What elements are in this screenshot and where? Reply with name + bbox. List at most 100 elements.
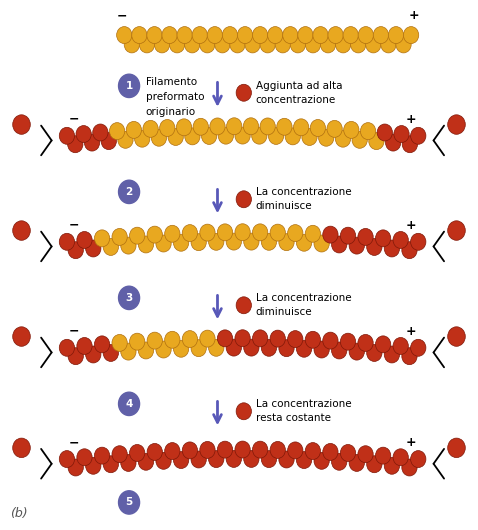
Circle shape: [279, 340, 294, 357]
Circle shape: [117, 26, 132, 43]
Circle shape: [208, 339, 224, 356]
Circle shape: [95, 336, 110, 353]
Text: diminuisce: diminuisce: [256, 201, 312, 211]
Circle shape: [343, 26, 358, 43]
Circle shape: [302, 128, 317, 145]
Circle shape: [68, 242, 83, 259]
Circle shape: [243, 118, 259, 135]
Circle shape: [200, 224, 215, 241]
Circle shape: [95, 230, 110, 247]
Circle shape: [252, 330, 268, 347]
Circle shape: [332, 453, 347, 470]
Text: +: +: [406, 325, 416, 338]
Circle shape: [13, 438, 30, 457]
Circle shape: [384, 457, 400, 474]
Circle shape: [130, 333, 145, 350]
Circle shape: [124, 36, 140, 53]
Circle shape: [164, 225, 180, 242]
Circle shape: [318, 129, 334, 146]
Circle shape: [402, 242, 417, 259]
Text: La concentrazione: La concentrazione: [256, 400, 351, 409]
Circle shape: [130, 445, 145, 462]
Circle shape: [270, 330, 285, 347]
Circle shape: [411, 339, 426, 356]
Circle shape: [238, 26, 253, 43]
Text: (b): (b): [10, 507, 27, 520]
Circle shape: [305, 225, 320, 242]
Circle shape: [305, 443, 320, 460]
Circle shape: [215, 36, 230, 53]
Circle shape: [244, 450, 259, 467]
Circle shape: [118, 131, 133, 148]
Circle shape: [448, 327, 465, 346]
Circle shape: [103, 344, 119, 361]
Text: La concentrazione: La concentrazione: [256, 188, 351, 197]
Circle shape: [139, 36, 154, 53]
Circle shape: [126, 121, 141, 138]
Circle shape: [174, 452, 189, 469]
Circle shape: [369, 132, 384, 149]
Circle shape: [344, 121, 359, 138]
Circle shape: [314, 452, 329, 469]
Circle shape: [200, 330, 215, 347]
Circle shape: [448, 115, 465, 134]
Circle shape: [373, 26, 389, 43]
Circle shape: [296, 340, 312, 357]
Circle shape: [59, 450, 75, 467]
Circle shape: [270, 224, 285, 241]
Circle shape: [121, 454, 136, 471]
Circle shape: [86, 346, 101, 363]
Circle shape: [305, 36, 321, 53]
Circle shape: [59, 127, 75, 144]
Text: −: −: [117, 10, 127, 22]
Circle shape: [411, 450, 426, 467]
Circle shape: [119, 74, 140, 98]
Circle shape: [147, 226, 163, 243]
Circle shape: [251, 127, 267, 144]
Circle shape: [290, 36, 305, 53]
Circle shape: [119, 180, 140, 204]
Circle shape: [260, 36, 275, 53]
Circle shape: [192, 26, 207, 43]
Circle shape: [393, 232, 408, 249]
Circle shape: [270, 441, 285, 458]
Circle shape: [393, 449, 408, 466]
Circle shape: [217, 224, 233, 241]
Circle shape: [367, 238, 382, 255]
Circle shape: [252, 26, 268, 43]
Circle shape: [282, 26, 298, 43]
Circle shape: [275, 36, 291, 53]
Circle shape: [227, 118, 242, 135]
Circle shape: [448, 438, 465, 457]
Circle shape: [349, 454, 364, 471]
Circle shape: [340, 445, 356, 462]
Circle shape: [68, 459, 83, 476]
Circle shape: [268, 127, 283, 144]
Circle shape: [13, 115, 30, 134]
Circle shape: [208, 450, 224, 467]
Circle shape: [77, 232, 92, 249]
Circle shape: [119, 491, 140, 514]
Circle shape: [226, 233, 241, 250]
Circle shape: [448, 221, 465, 240]
Circle shape: [112, 334, 127, 351]
Circle shape: [384, 346, 400, 363]
Circle shape: [147, 444, 163, 461]
Circle shape: [59, 339, 75, 356]
Text: resta costante: resta costante: [256, 413, 331, 423]
Circle shape: [310, 120, 326, 137]
Circle shape: [208, 233, 224, 250]
Circle shape: [349, 343, 364, 360]
Circle shape: [164, 443, 180, 460]
Circle shape: [293, 119, 309, 136]
Circle shape: [384, 240, 400, 257]
Text: Aggiunta ad alta: Aggiunta ad alta: [256, 81, 342, 91]
Circle shape: [261, 339, 277, 356]
Text: −: −: [69, 325, 79, 338]
Circle shape: [236, 403, 251, 420]
Circle shape: [182, 225, 197, 242]
Circle shape: [112, 446, 127, 463]
Circle shape: [236, 84, 251, 101]
Circle shape: [323, 444, 338, 461]
Circle shape: [261, 233, 277, 250]
